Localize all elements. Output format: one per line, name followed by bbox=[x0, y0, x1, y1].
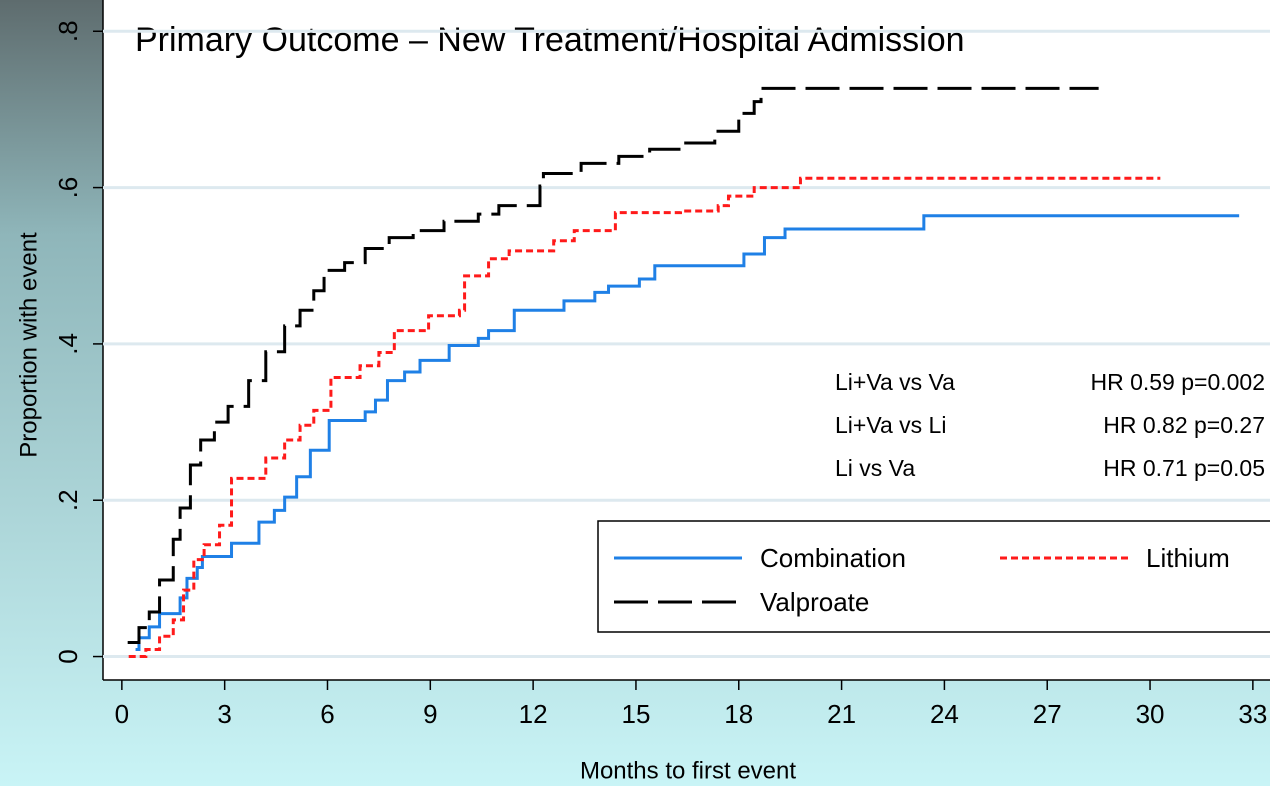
x-tick-label: 27 bbox=[1033, 699, 1062, 729]
y-tick-label: .4 bbox=[53, 333, 83, 355]
legend-box bbox=[597, 520, 1270, 633]
annotation-label: Li+Va vs Li bbox=[835, 412, 946, 438]
x-tick-label: 0 bbox=[115, 699, 129, 729]
y-axis-label: Proportion with event bbox=[15, 232, 42, 458]
legend-label: Valproate bbox=[760, 587, 869, 617]
x-tick-label: 33 bbox=[1238, 699, 1267, 729]
x-tick-label: 12 bbox=[519, 699, 548, 729]
legend-label: Lithium bbox=[1146, 543, 1230, 573]
x-tick-label: 18 bbox=[724, 699, 753, 729]
annotation-label: Li+Va vs Va bbox=[835, 369, 955, 395]
y-tick-label: 0 bbox=[53, 649, 83, 663]
km-curve bbox=[127, 86, 1099, 644]
chart-title: Primary Outcome – New Treatment/Hospital… bbox=[135, 21, 965, 59]
annotation-stat: HR 0.82 p=0.27 bbox=[1103, 412, 1265, 438]
legend-label: Combination bbox=[760, 543, 906, 573]
km-curve bbox=[135, 214, 1240, 652]
x-tick-label: 15 bbox=[621, 699, 650, 729]
x-tick-label: 30 bbox=[1136, 699, 1165, 729]
x-tick-label: 3 bbox=[217, 699, 231, 729]
x-axis-label: Months to first event bbox=[580, 757, 796, 784]
x-tick-label: 21 bbox=[827, 699, 856, 729]
y-tick-label: .6 bbox=[53, 177, 83, 199]
annotation-stat: HR 0.59 p=0.002 bbox=[1090, 369, 1265, 395]
annotation-label: Li vs Va bbox=[835, 455, 915, 481]
km-curve bbox=[128, 176, 1161, 659]
annotation-stat: HR 0.71 p=0.05 bbox=[1103, 455, 1265, 481]
x-tick-label: 24 bbox=[930, 699, 959, 729]
x-tick-label: 9 bbox=[423, 699, 437, 729]
x-tick-label: 6 bbox=[320, 699, 334, 729]
y-tick-label: .2 bbox=[53, 489, 83, 511]
y-tick-label: .8 bbox=[53, 20, 83, 42]
